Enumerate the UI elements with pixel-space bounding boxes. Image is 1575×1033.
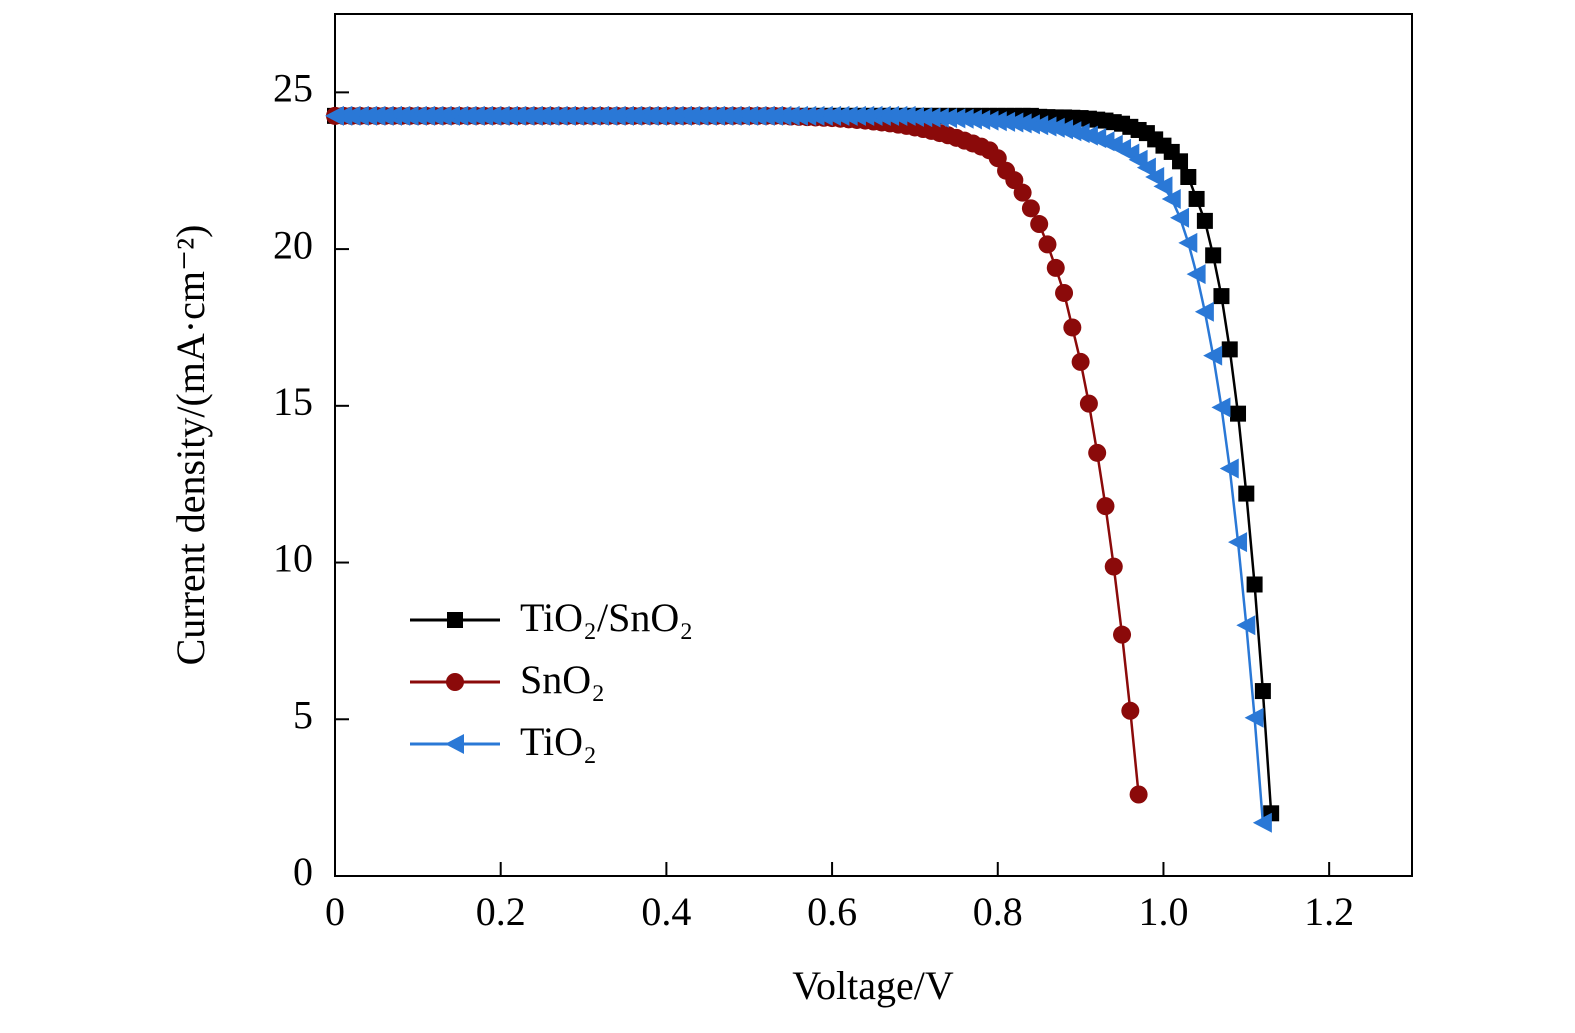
x-tick-label: 0.8 [973, 889, 1023, 934]
marker [1096, 497, 1115, 516]
marker [1113, 625, 1132, 644]
series-line [335, 114, 1140, 795]
marker [1038, 235, 1057, 254]
x-tick-label: 0 [325, 889, 345, 934]
marker [1045, 117, 1065, 138]
marker [1104, 557, 1123, 576]
x-axis-label: Voltage/V [792, 963, 954, 1008]
y-tick-label: 15 [273, 379, 313, 424]
marker [1252, 812, 1272, 833]
legend-label: TiO₂/SnO₂ [520, 595, 693, 640]
legend-label: SnO₂ [520, 657, 605, 702]
x-tick-label: 1.2 [1304, 889, 1354, 934]
plot-frame [334, 13, 1413, 877]
marker [1254, 683, 1271, 700]
marker [1037, 116, 1057, 137]
marker [1203, 345, 1223, 366]
marker [1046, 258, 1065, 277]
marker [1172, 153, 1189, 170]
marker [1230, 405, 1247, 422]
marker [1188, 190, 1205, 207]
marker [1211, 397, 1231, 418]
marker [1186, 264, 1206, 285]
marker [1055, 283, 1074, 302]
y-axis-label: Current density/(mA·cm⁻²) [168, 225, 213, 666]
marker [1244, 707, 1264, 728]
marker [1029, 115, 1049, 136]
x-tick-label: 0.2 [476, 889, 526, 934]
marker [1219, 458, 1239, 479]
marker [1178, 232, 1198, 253]
x-tick-label: 0.6 [807, 889, 857, 934]
legend-marker [446, 673, 464, 691]
y-tick-label: 25 [273, 66, 313, 111]
x-tick-label: 0.4 [641, 889, 691, 934]
marker [1012, 113, 1032, 134]
marker [1170, 207, 1190, 228]
marker [1063, 318, 1082, 337]
marker [1071, 352, 1090, 371]
marker [1021, 199, 1040, 218]
marker [1238, 485, 1255, 502]
legend-label: TiO₂ [520, 719, 597, 764]
marker [1196, 212, 1213, 229]
marker [1129, 785, 1148, 804]
y-tick-label: 5 [293, 692, 313, 737]
marker [1088, 443, 1107, 462]
marker [1145, 166, 1165, 187]
marker [1013, 183, 1032, 202]
marker [896, 105, 916, 126]
marker [1180, 168, 1197, 185]
marker [1020, 114, 1040, 135]
marker [1079, 394, 1098, 413]
marker [1121, 701, 1140, 720]
marker [1136, 157, 1156, 178]
marker [1030, 215, 1049, 234]
y-tick-label: 0 [293, 849, 313, 894]
legend-marker [447, 612, 463, 628]
marker [1004, 112, 1024, 133]
marker [1161, 188, 1181, 209]
marker [1236, 615, 1256, 636]
legend-marker [445, 734, 464, 754]
marker [1153, 176, 1173, 197]
y-tick-label: 20 [273, 222, 313, 267]
marker [1213, 288, 1230, 305]
y-tick-label: 10 [273, 536, 313, 581]
marker [1205, 247, 1222, 264]
marker [1228, 532, 1248, 553]
marker [1194, 301, 1214, 322]
marker [1246, 576, 1263, 593]
marker [1221, 341, 1238, 358]
x-tick-label: 1.0 [1138, 889, 1188, 934]
